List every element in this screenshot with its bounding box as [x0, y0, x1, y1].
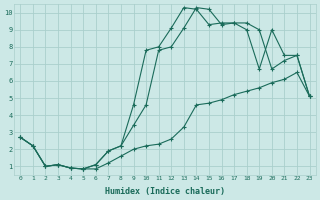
X-axis label: Humidex (Indice chaleur): Humidex (Indice chaleur)	[105, 187, 225, 196]
